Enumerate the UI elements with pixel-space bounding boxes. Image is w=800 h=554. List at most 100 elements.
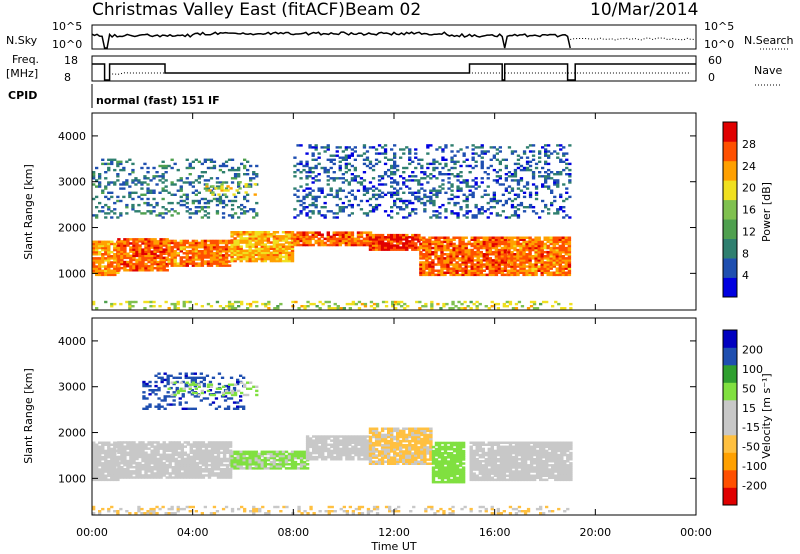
heatmap-cell	[173, 307, 177, 310]
heatmap-cell	[411, 175, 415, 178]
heatmap-cell	[420, 187, 424, 190]
heatmap-cell	[327, 443, 331, 446]
heatmap-cell	[326, 210, 330, 213]
heatmap-cell	[156, 457, 160, 461]
heatmap-cell	[107, 478, 111, 482]
freq-panel-frame	[91, 55, 697, 82]
heatmap-cell	[189, 472, 193, 475]
heatmap-cell	[110, 458, 114, 461]
heatmap-cell	[380, 448, 385, 451]
heatmap-cell	[305, 152, 309, 155]
heatmap-cell	[186, 470, 190, 473]
heatmap-cell	[120, 260, 124, 264]
heatmap-cell	[525, 255, 529, 258]
heatmap-cell	[516, 255, 520, 258]
heatmap-cell	[266, 257, 271, 261]
heatmap-cell	[248, 454, 252, 458]
heatmap-cell	[333, 302, 337, 306]
heatmap-cell	[104, 476, 108, 479]
heatmap-cell	[156, 269, 160, 272]
heatmap-cell	[544, 203, 548, 207]
heatmap-cell	[225, 463, 230, 467]
heatmap-cell	[240, 302, 244, 306]
heatmap-cell	[360, 443, 364, 446]
heatmap-cell	[492, 156, 496, 159]
heatmap-cell	[464, 265, 468, 268]
heatmap-cell	[465, 195, 469, 199]
heatmap-cell	[365, 156, 370, 159]
heatmap-cell	[243, 164, 247, 168]
heatmap-cell	[254, 463, 258, 466]
heatmap-cell	[167, 260, 171, 263]
heatmap-cell	[568, 162, 572, 166]
heatmap-cell	[374, 433, 379, 437]
heatmap-cell	[424, 305, 428, 308]
heatmap-cell	[473, 236, 477, 239]
heatmap-cell	[260, 467, 264, 470]
heatmap-cell	[513, 269, 517, 272]
heatmap-cell	[212, 243, 217, 247]
heatmap-cell	[555, 261, 559, 264]
heatmap-cell	[528, 267, 532, 270]
heatmap-cell	[387, 458, 391, 461]
heatmap-cell	[198, 466, 203, 469]
heatmap-cell	[324, 447, 328, 451]
heatmap-cell	[431, 263, 435, 266]
heatmap-cell	[317, 210, 321, 213]
heatmap-cell	[432, 193, 436, 196]
heatmap-cell	[236, 249, 240, 252]
heatmap-cell	[429, 189, 433, 192]
heatmap-cell	[198, 472, 203, 475]
heatmap-cell	[377, 444, 382, 447]
heatmap-cell	[495, 212, 499, 215]
heatmap-cell	[204, 463, 209, 467]
heatmap-cell	[101, 257, 105, 260]
heatmap-cell	[101, 451, 105, 455]
heatmap-cell	[219, 443, 224, 446]
heatmap-cell	[227, 214, 232, 217]
heatmap-cell	[479, 246, 483, 250]
heatmap-cell	[309, 302, 313, 306]
heatmap-cell	[144, 244, 148, 247]
heatmap-cell	[132, 459, 136, 463]
heatmap-cell	[173, 245, 177, 249]
heatmap-cell	[440, 250, 444, 254]
heatmap-cell	[183, 461, 187, 465]
heatmap-cell	[230, 460, 234, 464]
heatmap-cell	[119, 168, 123, 172]
heatmap-cell	[330, 455, 334, 459]
heatmap-cell	[195, 476, 200, 479]
heatmap-cell	[213, 463, 218, 467]
heatmap-cell	[470, 257, 474, 260]
heatmap-cell	[162, 461, 166, 465]
heatmap-cell	[308, 453, 313, 457]
heatmap-cell	[519, 265, 523, 268]
heatmap-cell	[474, 164, 478, 168]
heatmap-cell	[428, 238, 432, 241]
heatmap-cell	[278, 243, 283, 246]
heatmap-cell	[144, 246, 148, 249]
heatmap-cell	[452, 236, 456, 239]
heatmap-cell	[254, 233, 258, 236]
colorbar-swatch	[723, 122, 737, 142]
heatmap-cell	[251, 233, 255, 236]
heatmap-cell	[242, 249, 246, 252]
heatmap-cell	[156, 266, 160, 270]
heatmap-cell	[510, 175, 515, 178]
heatmap-cell	[329, 189, 333, 192]
heatmap-cell	[141, 443, 145, 446]
heatmap-cell	[452, 248, 456, 252]
heatmap-cell	[396, 246, 400, 249]
heatmap-cell	[338, 233, 342, 236]
heatmap-cell	[197, 177, 201, 180]
heatmap-cell	[507, 197, 512, 201]
heatmap-cell	[287, 255, 292, 259]
heatmap-cell	[138, 466, 142, 469]
heatmap-cell	[431, 253, 435, 256]
date-label: 10/Mar/2014	[590, 0, 698, 20]
heatmap-cell	[558, 271, 562, 274]
heatmap-cell	[255, 164, 259, 168]
heatmap-cell	[417, 233, 421, 237]
heatmap-cell	[120, 246, 124, 249]
heatmap-cell	[162, 240, 166, 243]
